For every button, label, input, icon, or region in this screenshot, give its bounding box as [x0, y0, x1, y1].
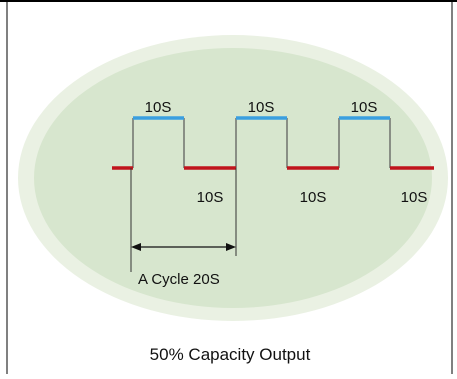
- arrowhead-left-icon: [131, 243, 141, 251]
- cycle-dimension-arrow: [131, 243, 236, 251]
- cycle-label: A Cycle 20S: [138, 271, 220, 288]
- arrowhead-right-icon: [226, 243, 236, 251]
- background-ellipse: [34, 48, 432, 308]
- low-label: 10S: [197, 189, 224, 206]
- waveform-transitions: [132, 118, 391, 168]
- high-label: 10S: [145, 99, 172, 116]
- low-label: 10S: [401, 189, 428, 206]
- diagram-caption: 50% Capacity Output: [150, 345, 311, 364]
- high-label: 10S: [248, 99, 275, 116]
- high-label: 10S: [351, 99, 378, 116]
- low-label: 10S: [300, 189, 327, 206]
